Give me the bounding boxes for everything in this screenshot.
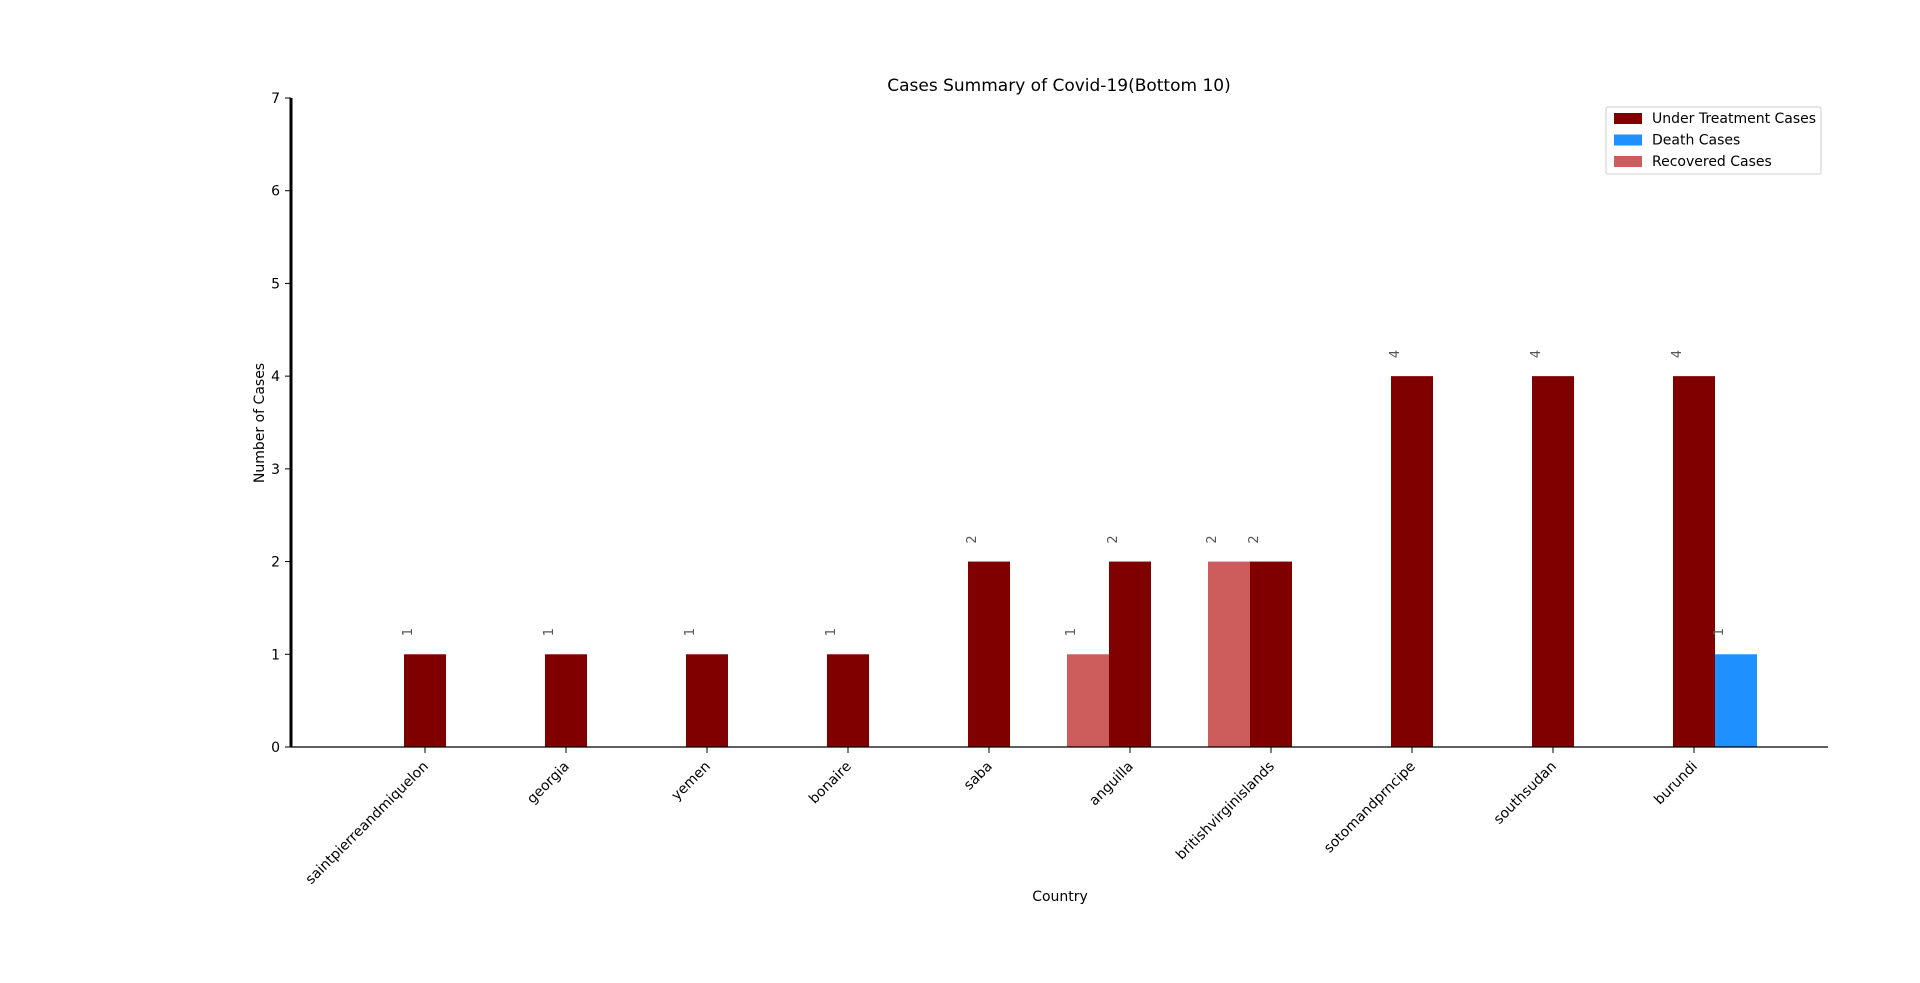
data-label: 1: [1064, 628, 1079, 636]
legend-entry: Death Cases: [1652, 133, 1740, 149]
data-label: 2: [1247, 535, 1262, 543]
bar: [1715, 654, 1757, 747]
bar: [968, 561, 1010, 747]
x-tick-label: anguilla: [1086, 759, 1137, 810]
bar: [404, 654, 446, 747]
legend-entry: Recovered Cases: [1652, 154, 1772, 170]
x-tick-label: bonaire: [806, 759, 855, 808]
legend-swatch: [1614, 156, 1642, 167]
chart-title: Cases Summary of Covid-19(Bottom 10): [887, 76, 1230, 96]
legend-swatch: [1614, 113, 1642, 124]
data-label: 1: [683, 628, 698, 636]
bar: [545, 654, 587, 747]
bar: [1250, 561, 1292, 747]
legend-swatch: [1614, 134, 1642, 146]
y-tick-label: 3: [271, 462, 280, 478]
y-tick-label: 1: [271, 647, 280, 663]
x-tick-label: yemen: [669, 759, 714, 804]
bar: [1208, 561, 1250, 747]
legend: Under Treatment Cases Death Cases Recovere…: [1605, 106, 1822, 175]
x-tick-label: burundi: [1651, 759, 1701, 809]
y-tick-label: 6: [271, 184, 280, 200]
x-ticks-group: saintpierreandmiquelon georgia yemen bonair…: [303, 747, 1701, 888]
bar: [1391, 376, 1433, 747]
data-label: 4: [1388, 350, 1403, 358]
bar: [827, 654, 869, 747]
y-tick-label: 0: [271, 740, 280, 756]
data-label: 1: [824, 628, 839, 636]
data-label: 2: [965, 535, 980, 543]
legend-frame: [1605, 106, 1822, 175]
bar: [1067, 654, 1109, 747]
data-label: 1: [401, 628, 416, 636]
data-label: 1: [1712, 628, 1727, 636]
y-tick-label: 4: [271, 369, 280, 385]
bar: [1109, 561, 1151, 747]
x-tick-label: britishvirginislands: [1173, 759, 1278, 864]
y-tick-label: 7: [271, 91, 280, 107]
data-labels-group: 1 1 1 1 2 2 2 4 4 4 1 1 2: [401, 350, 1727, 636]
legend-entry: Under Treatment Cases: [1652, 111, 1816, 127]
bar: [1532, 376, 1574, 747]
y-axis-label: Number of Cases: [252, 363, 268, 483]
data-label: 2: [1106, 535, 1121, 543]
data-label: 4: [1670, 350, 1685, 358]
x-tick-label: georgia: [524, 759, 573, 808]
bar: [686, 654, 728, 747]
x-tick-label: sotomandprncipe: [1321, 759, 1419, 857]
x-tick-label: saba: [961, 759, 996, 794]
x-tick-label: saintpierreandmiquelon: [303, 759, 432, 888]
data-label: 4: [1529, 350, 1544, 358]
y-tick-label: 2: [271, 555, 280, 571]
data-label: 1: [542, 628, 557, 636]
bar: [1673, 376, 1715, 747]
data-label: 2: [1205, 535, 1220, 543]
y-ticks-group: 0 1 2 3 4 5 6 7: [271, 91, 291, 756]
x-tick-label: southsudan: [1491, 759, 1560, 828]
y-tick-label: 5: [271, 276, 280, 292]
bars-group: [404, 376, 1757, 747]
x-axis-label: Country: [1032, 889, 1088, 905]
